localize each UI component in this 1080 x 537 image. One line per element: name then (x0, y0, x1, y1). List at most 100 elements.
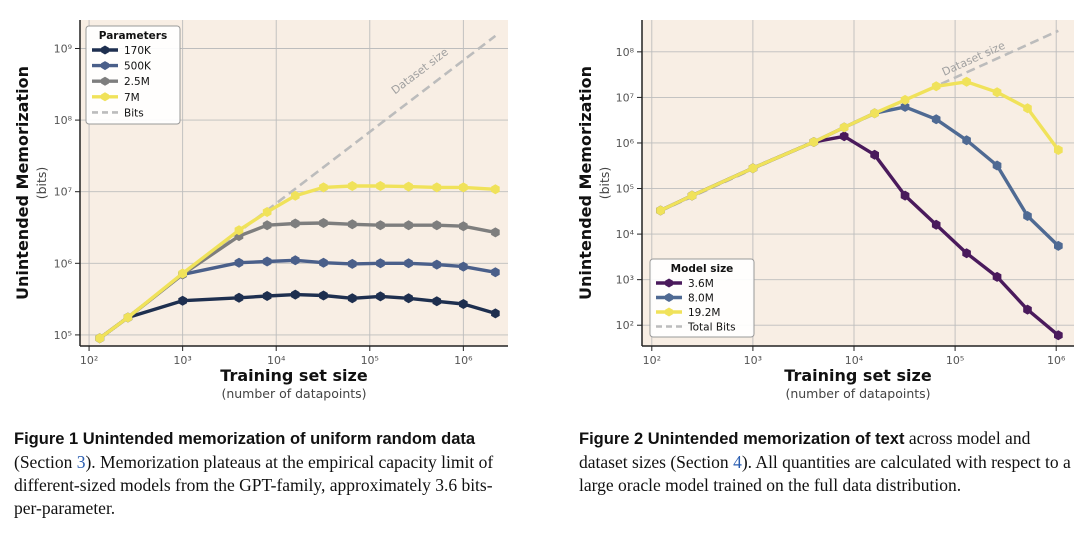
figure-1-caption-pre: (Section (14, 452, 77, 472)
chart-2-legend-marker (665, 307, 673, 317)
chart-2-series-line-19.2M (659, 80, 1060, 213)
chart-1-point-170K (319, 290, 328, 301)
chart-1-x-tick-label: 10⁶ (454, 354, 473, 367)
chart-1-point-170K (291, 289, 300, 300)
chart-2-legend-label: 8.0M (688, 293, 714, 305)
chart-2-ylabel-sub: (bits) (597, 167, 612, 200)
chart-2-point-19.2M (962, 76, 971, 87)
chart-2-point-8.0M (1023, 211, 1032, 221)
figure-1-caption-lead: Figure 1 Unintended memorization of unif… (14, 430, 476, 448)
chart-1-point-7M (319, 182, 328, 193)
chart-1-point-2.5M (491, 227, 500, 238)
chart-1-point-170K (432, 296, 442, 307)
chart-1-point-2.5M (404, 220, 413, 231)
chart-1-xlabel-sub: (number of datapoints) (221, 386, 366, 401)
chart-1-point-170K (262, 291, 272, 301)
figure-2-caption-body: ). All quantities are calculated with re… (579, 452, 1071, 495)
chart-1-point-7M (491, 184, 500, 195)
chart-1-legend-label: 7M (124, 92, 140, 104)
figure-2-caption: Figure 2 Unintended memorization of text… (579, 427, 1079, 497)
chart-2-point-19.2M (809, 137, 819, 147)
chart-2-point-8.0M (1054, 240, 1063, 251)
chart-2-point-3.6M (931, 219, 941, 230)
chart-2-y-tick-label: 10⁵ (616, 183, 634, 196)
chart-1-x-ticks: 10² 10³ 10⁴ 10⁵ 10⁶ (80, 346, 473, 367)
chart-2-x-tick-label: 10⁵ (946, 354, 964, 367)
chart-2-point-19.2M (1023, 103, 1032, 114)
chart-2-legend-label: Total Bits (687, 322, 736, 334)
chart-2-x-tick-label: 10⁶ (1047, 354, 1066, 367)
chart-1-legend: Parameters 170K 500K 2.5M 7M Bits (85, 25, 181, 125)
chart-2-point-19.2M (1054, 145, 1063, 155)
chart-2-point-3.6M (870, 149, 879, 160)
chart-2-legend-marker (665, 278, 673, 288)
chart-2-point-19.2M (870, 108, 879, 119)
chart-2-y-tick-label: 10⁷ (616, 91, 634, 104)
chart-1-point-170K (234, 292, 244, 303)
chart-1-dashed-line (98, 34, 497, 340)
figure-1-section-link[interactable]: 3 (76, 452, 86, 472)
chart-2-y-tick-label: 10⁸ (616, 46, 635, 59)
chart-2-point-19.2M (839, 122, 849, 133)
chart-1-point-170K (178, 295, 187, 306)
chart-1-point-170K (459, 299, 468, 309)
chart-1-legend-label: 170K (124, 45, 152, 57)
chart-1-point-7M (291, 190, 300, 201)
chart-1-point-2.5M (459, 221, 468, 232)
chart-1-y-ticks: 10⁵ 10⁶ 10⁷ 10⁸ 10⁹ (54, 42, 80, 342)
chart-1-point-500K (319, 257, 328, 268)
chart-1-dashed-reference-line (98, 34, 497, 340)
figure-1-caption: Figure 1 Unintended memorization of unif… (14, 427, 514, 520)
chart-1-point-170K (404, 293, 413, 304)
chart-1-legend-label: 500K (124, 61, 152, 73)
chart-2-y-tick-label: 10⁴ (616, 228, 635, 241)
chart-2-point-19.2M (900, 94, 910, 105)
chart-1-legend-marker (101, 61, 109, 71)
chart-1-point-7M (432, 182, 442, 193)
chart-2-y-tick-label: 10⁶ (616, 137, 635, 150)
chart-2-legend-title: Model size (671, 263, 734, 275)
chart-2-point-8.0M (992, 160, 1002, 171)
chart-1-point-500K (262, 256, 272, 267)
chart-2-legend-marker (665, 293, 673, 302)
chart-1-legend-title: Parameters (99, 30, 167, 42)
chart-2-point-19.2M (748, 163, 758, 174)
chart-2-y-tick-label: 10² (616, 319, 634, 332)
figure-2-section-link[interactable]: 4 (733, 452, 742, 472)
chart-1-ylabel-sub: (bits) (34, 167, 49, 200)
figure-2-caption-lead: Figure 2 Unintended memorization of text (579, 430, 905, 448)
chart-1-legend-marker (101, 76, 109, 86)
chart-2-xlabel: Training set size (784, 366, 932, 385)
chart-1-point-170K (491, 308, 500, 319)
chart-1-point-7M (123, 312, 133, 323)
chart-2-x-tick-label: 10³ (744, 354, 762, 367)
chart-1-point-2.5M (347, 219, 357, 230)
chart-1-legend-marker (101, 92, 109, 102)
chart-1-point-2.5M (319, 218, 328, 228)
chart-2-x-ticks: 10² 10³ 10⁴ 10⁵ 10⁶ (643, 346, 1066, 367)
chart-2-point-3.6M (962, 248, 971, 259)
chart-1-point-2.5M (262, 220, 272, 231)
chart-1-point-170K (347, 293, 357, 304)
chart-1-x-tick-label: 10⁵ (361, 354, 379, 367)
chart-2-point-3.6M (1023, 304, 1032, 315)
chart-1-point-7M (376, 181, 385, 191)
chart-1-y-tick-label: 10⁶ (54, 257, 73, 270)
chart-2-y-tick-label: 10³ (616, 274, 634, 287)
chart-1-x-tick-label: 10⁴ (267, 354, 286, 367)
chart-2-x-tick-label: 10² (643, 354, 661, 367)
chart-1-point-7M (262, 207, 272, 217)
chart-1-point-7M (459, 182, 468, 193)
chart-1-point-2.5M (376, 220, 385, 231)
chart-1-y-tick-label: 10⁵ (54, 329, 72, 342)
chart-2-point-3.6M (900, 190, 910, 201)
chart-2-y-ticks: 10² 10³ 10⁴ 10⁵ 10⁶ 10⁷ 10⁸ (616, 46, 642, 332)
chart-2-legend-label: 19.2M (688, 307, 720, 319)
chart-1-point-500K (491, 267, 500, 278)
chart-1-point-500K (234, 257, 244, 268)
chart-2-point-19.2M (931, 81, 941, 92)
chart-2-point-8.0M (900, 101, 910, 112)
chart-2-x-tick-label: 10⁴ (845, 354, 864, 367)
